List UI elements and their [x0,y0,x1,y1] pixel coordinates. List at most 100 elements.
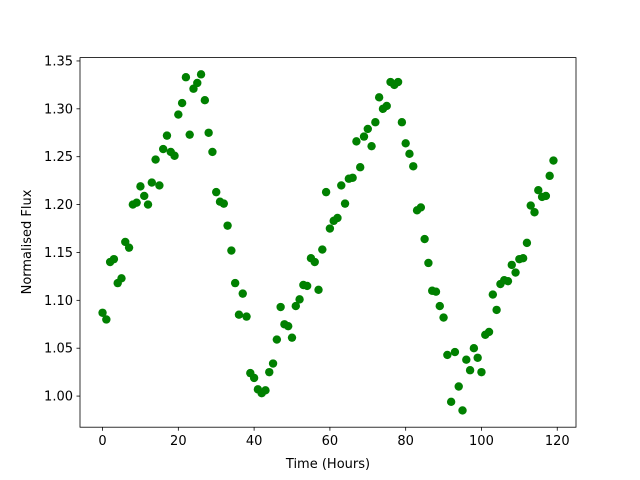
data-point [155,181,164,190]
data-point [337,181,346,190]
data-point [397,118,407,127]
data-point [238,289,247,298]
x-tick-label: 60 [322,434,339,449]
data-point [356,163,365,172]
data-point [325,224,335,233]
data-point [435,301,444,311]
data-point [200,96,210,105]
data-point [333,213,342,223]
data-point [242,312,251,321]
data-point [409,162,418,171]
data-point [530,208,539,217]
data-point [272,335,282,344]
data-point [465,366,475,375]
x-tick-label: 80 [397,434,414,449]
data-point [302,281,312,291]
data-point [420,234,429,244]
data-point [230,278,240,288]
data-point [503,276,513,286]
data-point [196,70,206,79]
data-point [439,313,448,322]
data-point [401,139,410,148]
x-tick-label: 100 [469,434,494,449]
data-point [223,221,232,230]
data-point [458,406,467,415]
data-point [132,198,141,207]
data-point [545,171,554,181]
x-tick-label: 40 [246,434,263,449]
data-point [181,73,191,82]
data-point [174,110,183,119]
data-point [204,128,213,137]
data-point [549,156,558,165]
data-point [276,302,285,312]
data-point [492,305,501,315]
data-point [454,382,463,391]
plot-frame [79,57,577,428]
data-point [170,151,179,160]
data-point [193,78,202,88]
x-tick-label: 20 [170,434,187,449]
data-point [541,191,551,201]
data-point [393,77,403,87]
data-point [102,315,111,324]
data-point [446,397,456,407]
y-tick-label: 1.00 [44,390,73,405]
data-point [261,386,270,395]
y-tick-label: 1.20 [44,198,73,213]
data-point [469,344,479,353]
data-point [374,93,384,102]
data-point [405,149,414,159]
data-point [484,327,494,337]
data-point [109,254,119,264]
data-point [511,268,520,277]
data-point [284,321,293,331]
data-point [367,141,376,151]
data-point [314,285,323,294]
y-tick-label: 1.15 [44,246,73,261]
data-point [382,101,391,111]
data-point [287,333,297,342]
data-point [340,199,350,208]
data-point [416,203,426,212]
data-point [321,187,331,197]
data-point [227,246,236,255]
data-point [140,191,149,201]
data-point [462,355,471,364]
data-point [143,200,153,209]
data-point [268,359,278,368]
data-point [450,347,460,357]
data-point [219,199,228,208]
data-point [212,187,221,197]
data-point [318,245,327,254]
data-point [310,257,319,267]
data-point [147,178,157,187]
data-point [522,238,532,248]
data-point [249,373,259,383]
x-tick-label: 120 [545,434,570,449]
x-tick-label: 0 [98,434,106,449]
data-point [526,201,535,210]
data-point [158,144,168,154]
data-point [352,137,361,146]
data-point [348,173,357,182]
data-point [363,124,372,134]
data-point [443,350,452,360]
data-point [431,287,441,296]
data-point [507,260,516,270]
y-tick-label: 1.05 [44,342,73,357]
data-point [136,182,145,191]
data-point [534,186,543,195]
data-point [98,308,107,317]
data-point [117,274,126,283]
data-point [151,155,160,164]
data-point [208,147,217,157]
data-point [177,98,187,108]
data-point [185,130,194,139]
data-point [359,132,369,141]
y-axis-label: Normalised Flux [20,189,35,294]
y-tick-label: 1.10 [44,294,73,309]
data-point [477,367,486,377]
data-point [473,353,482,362]
